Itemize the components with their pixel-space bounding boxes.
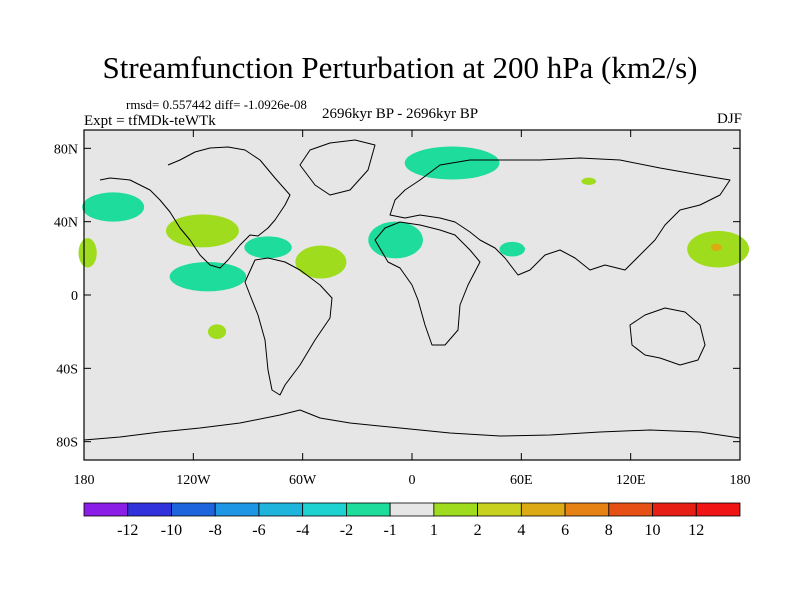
- colorbar-swatch: [258, 502, 304, 517]
- lon-tick-label: 60E: [510, 473, 533, 488]
- colorbar-label: 8: [605, 522, 613, 539]
- anomaly-n-pacific-west-edge: [78, 238, 97, 268]
- anomaly-west-pacific-core: [710, 243, 722, 251]
- anomaly-layer: [78, 146, 750, 339]
- colorbar-label: 1: [430, 522, 438, 539]
- colorbar-label: 4: [517, 522, 525, 539]
- colorbar-swatch: [171, 502, 216, 517]
- colorbar-label: 6: [561, 522, 569, 539]
- colorbar-swatch: [695, 502, 741, 517]
- colorbar-swatch: [389, 502, 435, 517]
- lon-tick-label: 0: [409, 473, 416, 488]
- anomaly-central-asia: [581, 177, 597, 185]
- lat-tick-label: 40S: [56, 362, 78, 377]
- colorbar-swatch: [477, 502, 522, 517]
- colorbar-swatch: [127, 502, 172, 517]
- colorbar-swatch: [652, 502, 697, 517]
- colorbar-label: 12: [688, 522, 704, 539]
- coast-australia: [629, 307, 706, 366]
- lat-tick-label: 80S: [56, 436, 78, 451]
- colorbar-swatch: [520, 502, 566, 517]
- coast-antarctica: [83, 409, 741, 441]
- period-label: 2696kyr BP - 2696kyr BP: [322, 106, 479, 122]
- colorbar-swatch: [214, 502, 260, 517]
- lat-tick-label: 80N: [54, 142, 78, 157]
- lon-tick-label: 60W: [289, 473, 317, 488]
- coast-north-america: [99, 146, 291, 269]
- colorbar-label: -8: [209, 522, 222, 539]
- coast-greenland: [299, 139, 376, 196]
- anomaly-caribbean: [244, 236, 292, 259]
- colorbar-label: -6: [252, 522, 265, 539]
- lon-tick-label: 120E: [616, 473, 646, 488]
- season-label: DJF: [716, 111, 742, 127]
- colorbar-swatch: [564, 502, 610, 517]
- colorbar-label: -10: [161, 522, 182, 539]
- anomaly-south-pacific: [207, 324, 227, 339]
- coastlines: [83, 139, 741, 441]
- colorbar: -12 -10 -8 -6 -4 -2 -1 1 2 4 6 8 10 12: [83, 502, 741, 539]
- axis-ticks: 80N 40N 0 40S 80S 180 120W 60W 0 60E 120E 180: [54, 130, 751, 488]
- lon-tick-label: 120W: [176, 473, 211, 488]
- anomaly-tropical-atlantic: [295, 245, 347, 279]
- colorbar-swatch: [83, 502, 129, 517]
- colorbar-label: -12: [117, 522, 138, 539]
- anomaly-eastern-atlantic: [368, 221, 423, 259]
- colorbar-label: 10: [645, 522, 661, 539]
- coast-africa: [374, 221, 481, 346]
- lat-tick-label: 40N: [54, 216, 78, 231]
- lon-tick-label: 180: [74, 473, 95, 488]
- colorbar-swatch: [608, 502, 653, 517]
- experiment-label: Expt = tfMDk-teWTk: [84, 113, 216, 129]
- lat-tick-label: 0: [71, 289, 78, 304]
- coast-eurasia: [389, 157, 731, 276]
- lon-tick-label: 180: [730, 473, 751, 488]
- colorbar-label: 2: [474, 522, 482, 539]
- coast-south-america: [244, 257, 333, 396]
- colorbar-swatch: [302, 502, 347, 517]
- colorbar-label: -2: [340, 522, 353, 539]
- colorbar-label: -4: [296, 522, 309, 539]
- anomaly-tropical-pacific: [169, 262, 247, 292]
- colorbar-swatch: [433, 502, 479, 517]
- anomaly-arabia: [499, 241, 525, 257]
- stats-line: rmsd= 0.557442 diff= -1.0926e-08: [126, 97, 307, 112]
- colorbar-swatch: [345, 502, 391, 517]
- map-background: [84, 130, 740, 460]
- chart-title: Streamfunction Perturbation at 200 hPa (…: [102, 50, 698, 85]
- anomaly-n-pacific-east: [82, 192, 145, 222]
- colorbar-label: -1: [383, 522, 396, 539]
- anomaly-north-america-band: [166, 214, 239, 248]
